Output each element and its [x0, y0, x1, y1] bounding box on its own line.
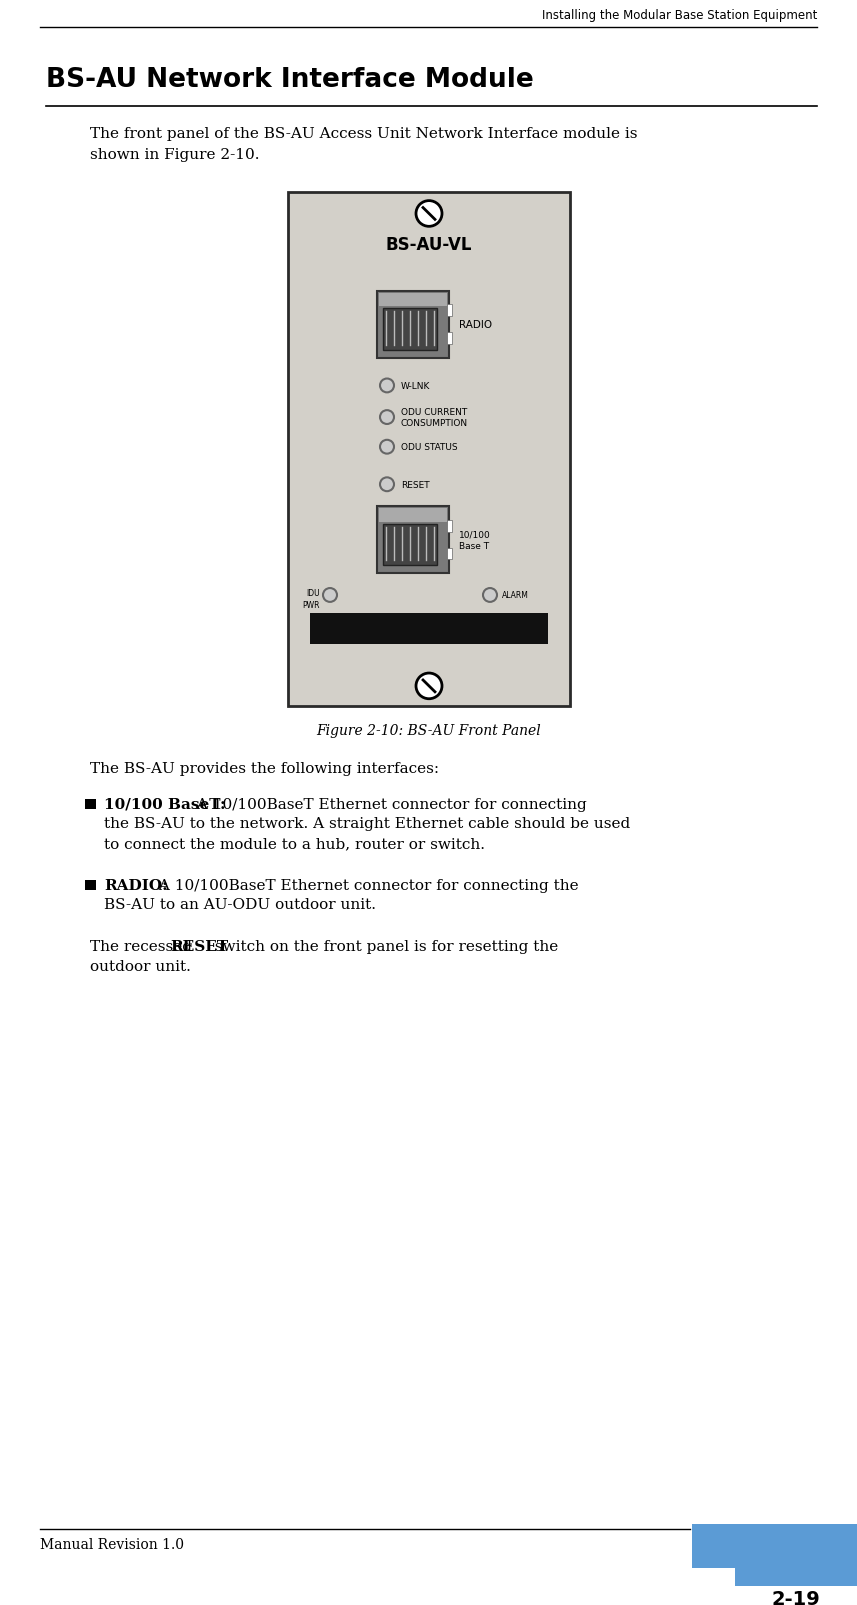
Bar — [377, 507, 449, 575]
Bar — [310, 613, 548, 645]
Bar — [692, 1568, 735, 1605]
Text: RADIO: RADIO — [459, 319, 492, 331]
Circle shape — [380, 379, 394, 393]
Bar — [377, 292, 449, 358]
Text: W-LNK: W-LNK — [401, 382, 430, 390]
Bar — [85, 880, 96, 891]
Text: RESET: RESET — [401, 480, 429, 490]
Text: The BS-AU provides the following interfaces:: The BS-AU provides the following interfa… — [90, 761, 439, 775]
Text: switch on the front panel is for resetting the: switch on the front panel is for resetti… — [210, 939, 558, 953]
Bar — [447, 305, 452, 318]
Circle shape — [416, 674, 442, 700]
Text: ODU CURRENT
CONSUMPTION: ODU CURRENT CONSUMPTION — [401, 408, 468, 427]
Bar — [379, 509, 447, 523]
Circle shape — [380, 440, 394, 454]
Circle shape — [483, 589, 497, 602]
Bar — [383, 525, 437, 567]
Bar — [692, 1525, 857, 1568]
Text: BS-AU to an AU-ODU outdoor unit.: BS-AU to an AU-ODU outdoor unit. — [104, 897, 376, 912]
Circle shape — [416, 202, 442, 228]
Text: PWR: PWR — [303, 600, 320, 610]
Text: The front panel of the BS-AU Access Unit Network Interface module is: The front panel of the BS-AU Access Unit… — [90, 127, 638, 140]
Bar — [383, 310, 437, 350]
Bar — [447, 520, 452, 533]
Text: RADIO:: RADIO: — [104, 878, 168, 892]
Text: Figure 2-10: BS-AU Front Panel: Figure 2-10: BS-AU Front Panel — [316, 724, 542, 738]
Text: the BS-AU to the network. A straight Ethernet cable should be used: the BS-AU to the network. A straight Eth… — [104, 817, 630, 831]
Text: Installing the Modular Base Station Equipment: Installing the Modular Base Station Equi… — [542, 8, 817, 22]
Text: to connect the module to a hub, router or switch.: to connect the module to a hub, router o… — [104, 836, 485, 851]
Bar — [447, 332, 452, 345]
Text: The recessed: The recessed — [90, 939, 197, 953]
Text: ALARM: ALARM — [502, 591, 529, 600]
Circle shape — [323, 589, 337, 602]
Bar — [447, 549, 452, 560]
Bar — [85, 799, 96, 811]
Text: A 10/100BaseT Ethernet connector for connecting the: A 10/100BaseT Ethernet connector for con… — [154, 878, 578, 892]
Text: A 10/100BaseT Ethernet connector for connecting: A 10/100BaseT Ethernet connector for con… — [192, 798, 587, 811]
Text: IDU: IDU — [306, 589, 320, 597]
Circle shape — [380, 478, 394, 491]
Text: BS-AU-VL: BS-AU-VL — [386, 236, 472, 254]
Text: 10/100
Base T: 10/100 Base T — [459, 530, 491, 551]
Bar — [379, 294, 447, 307]
Text: 2-19: 2-19 — [771, 1589, 820, 1605]
Text: ODU STATUS: ODU STATUS — [401, 443, 458, 453]
Text: RESET: RESET — [170, 939, 228, 953]
Text: shown in Figure 2-10.: shown in Figure 2-10. — [90, 148, 260, 162]
Bar — [288, 193, 570, 706]
Circle shape — [380, 411, 394, 425]
Text: 10/100 BaseT:: 10/100 BaseT: — [104, 798, 225, 811]
Text: BS-AU Network Interface Module: BS-AU Network Interface Module — [46, 67, 534, 93]
Text: Manual Revision 1.0: Manual Revision 1.0 — [40, 1538, 184, 1550]
Text: outdoor unit.: outdoor unit. — [90, 960, 191, 973]
Bar — [735, 1568, 857, 1605]
